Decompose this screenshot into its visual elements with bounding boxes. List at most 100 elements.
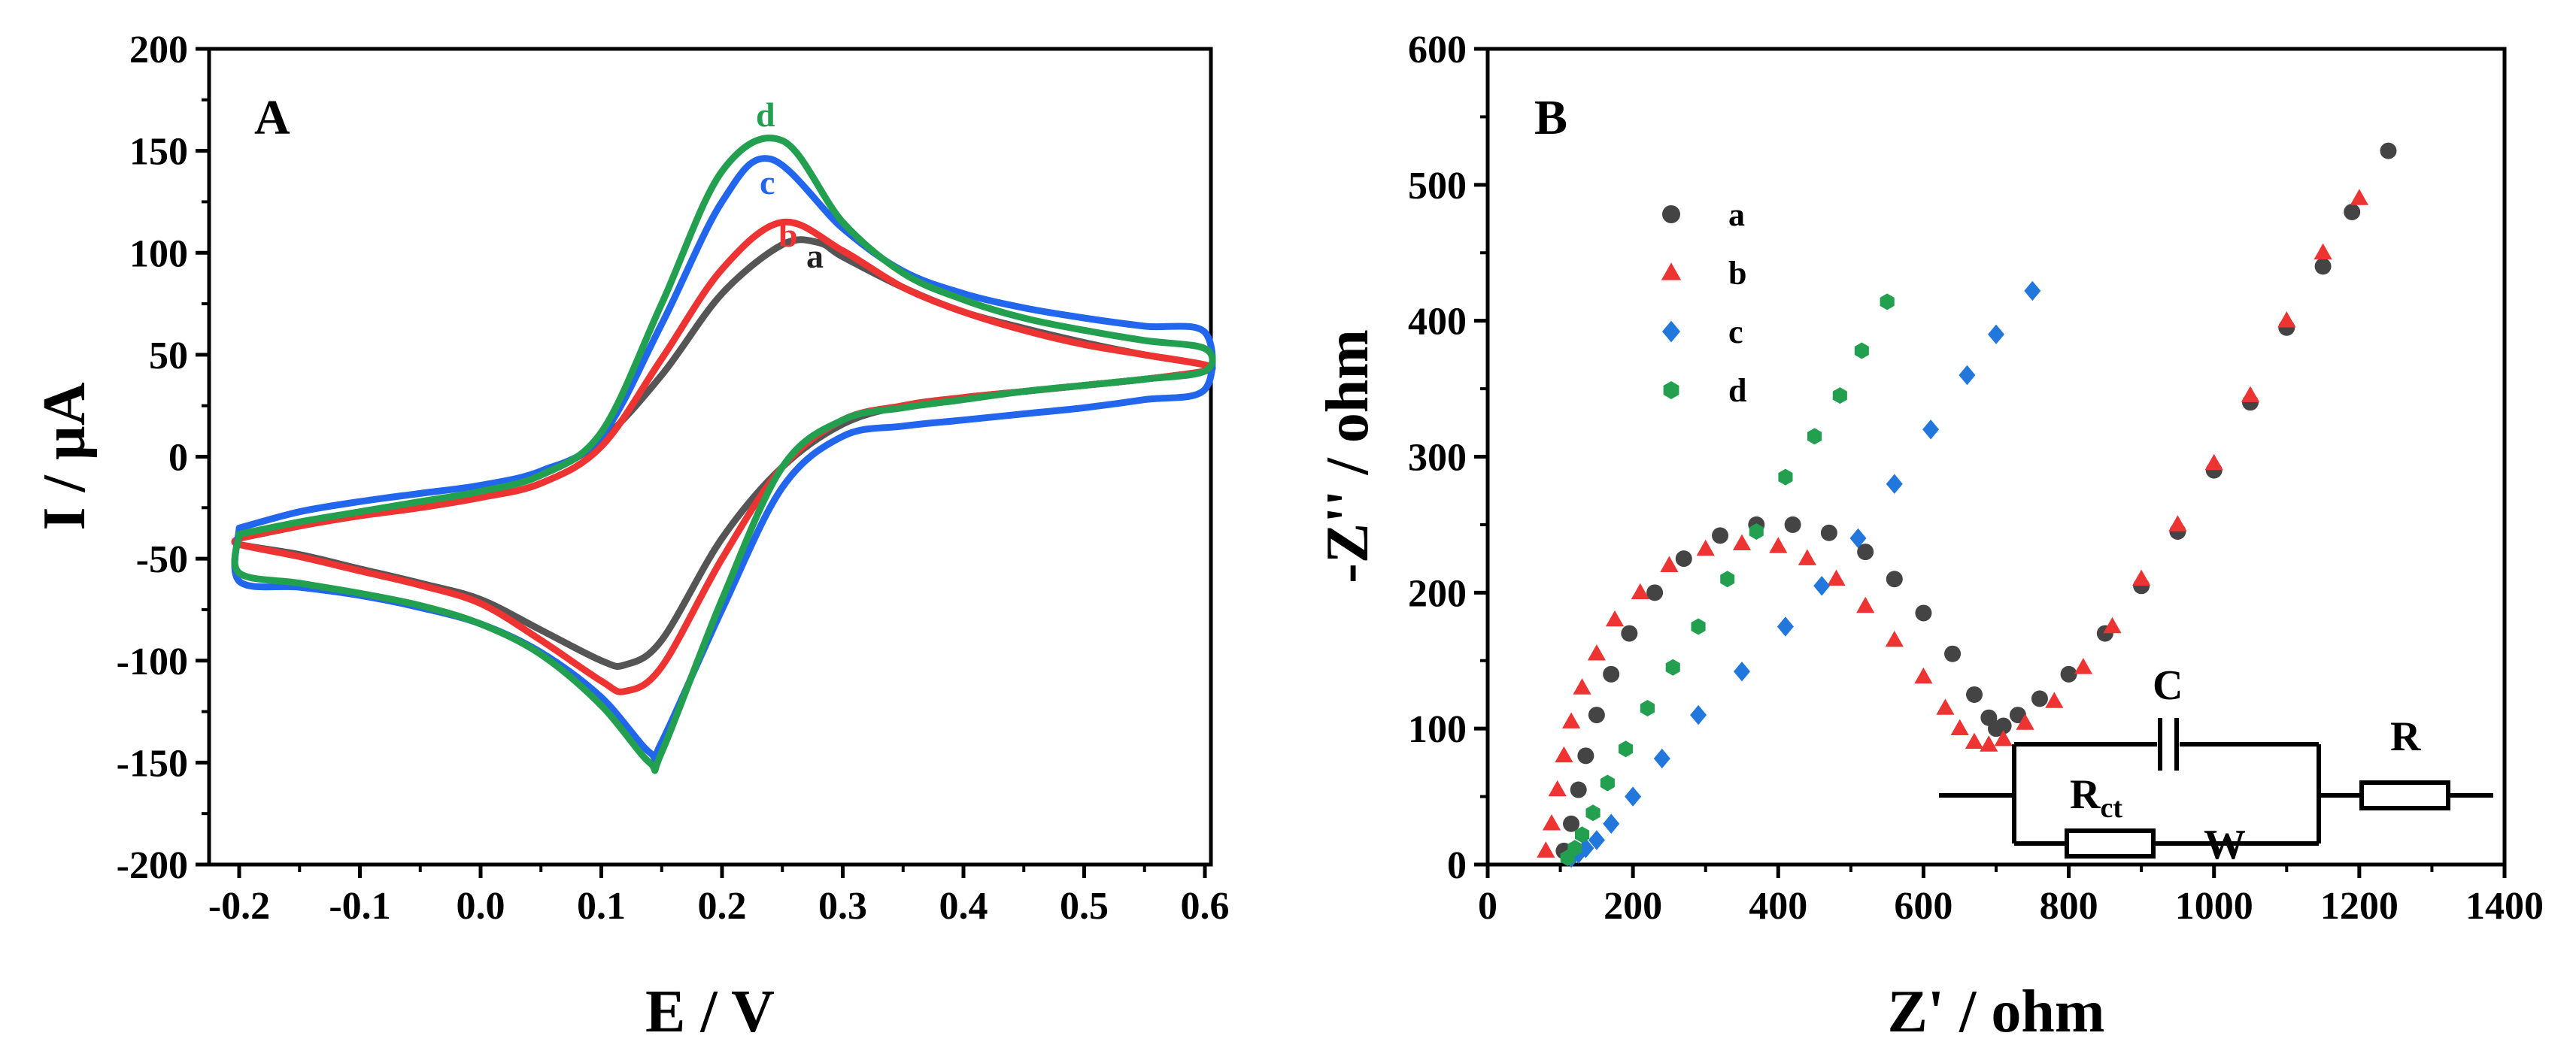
panel-b-y-tick-label: 600 bbox=[1408, 29, 1467, 71]
panel-a-curves bbox=[231, 135, 1216, 774]
eis-point-d bbox=[1749, 523, 1764, 540]
panel-a-y-tick-label: 0 bbox=[168, 437, 188, 480]
eis-point-c bbox=[1690, 704, 1707, 725]
panel-a-y-tick-label: 200 bbox=[129, 29, 188, 71]
eis-point-a bbox=[2009, 707, 2026, 724]
panel-a-y-axis-title: I / µA bbox=[32, 382, 98, 530]
panel-b-x-tick-label: 0 bbox=[1478, 885, 1497, 928]
panel-a-chart: -0.2 -0.1 0.0 0.1 0.2 0.3 0.4 0.5 0.6 200 150 100 50… bbox=[32, 29, 1230, 1045]
circuit-label-rct-sub: ct bbox=[2100, 792, 2122, 824]
eis-point-d bbox=[1807, 428, 1822, 445]
eis-point-b bbox=[1769, 537, 1788, 553]
circuit-label-r: R bbox=[2390, 713, 2421, 760]
panel-b-label: B bbox=[1534, 90, 1567, 145]
legend-label-d: d bbox=[1728, 372, 1746, 409]
eis-point-d bbox=[1854, 342, 1869, 359]
eis-point-d bbox=[1778, 468, 1793, 486]
eis-point-c bbox=[1625, 786, 1642, 807]
panel-a-y-tick-label: 150 bbox=[129, 131, 188, 174]
panel-b-y-tick-label: 500 bbox=[1408, 165, 1467, 207]
eis-point-c bbox=[1577, 838, 1594, 859]
eis-point-d bbox=[1619, 741, 1633, 758]
panel-a-x-tick-label: 0.3 bbox=[818, 885, 867, 928]
eis-point-b bbox=[2132, 569, 2151, 586]
panel-b-x-tick-label: 1200 bbox=[2320, 885, 2399, 928]
panel-a-x-tick-label: 0.2 bbox=[698, 885, 747, 928]
panel-a-x-tick-label: -0.1 bbox=[329, 885, 390, 928]
eis-point-b bbox=[1696, 539, 1715, 556]
eis-point-c bbox=[2024, 280, 2041, 301]
curve-label-a: a bbox=[806, 237, 824, 275]
eis-point-d bbox=[1720, 571, 1735, 588]
eis-point-c bbox=[1886, 474, 1903, 494]
eis-point-a bbox=[1857, 544, 1874, 561]
legend-marker-d bbox=[1663, 381, 1679, 399]
circuit-label-rct: Rct bbox=[2070, 771, 2122, 824]
panel-b-x-tick-label: 1000 bbox=[2175, 885, 2253, 928]
panel-a-ticks: -0.2 -0.1 0.0 0.1 0.2 0.3 0.4 0.5 0.6 200 150 100 50… bbox=[117, 29, 1230, 928]
eis-point-b bbox=[2074, 658, 2092, 674]
eis-point-c bbox=[1849, 528, 1867, 549]
eis-point-b bbox=[1548, 780, 1567, 797]
eis-point-b bbox=[2168, 515, 2187, 532]
legend-marker-c bbox=[1662, 320, 1680, 343]
panel-a-y-tick-label: -100 bbox=[117, 641, 188, 683]
equivalent-circuit bbox=[1939, 718, 2493, 859]
legend-label-c: c bbox=[1728, 313, 1743, 350]
eis-point-c bbox=[1776, 616, 1794, 637]
eis-point-b bbox=[1573, 678, 1591, 695]
eis-point-b bbox=[2314, 243, 2332, 260]
eis-point-b bbox=[2277, 311, 2296, 328]
panel-b-x-tick-label: 400 bbox=[1749, 885, 1807, 928]
panel-b-x-tick-label: 800 bbox=[2040, 885, 2098, 928]
eis-point-b bbox=[1914, 667, 1933, 684]
panel-a-x-tick-label: 0.1 bbox=[577, 885, 626, 928]
eis-point-d bbox=[1640, 700, 1655, 716]
panel-b-y-tick-label: 0 bbox=[1447, 844, 1467, 887]
eis-point-a bbox=[1646, 584, 1664, 601]
panel-a-y-tick-label: -50 bbox=[136, 538, 188, 581]
eis-point-b bbox=[1537, 841, 1555, 858]
panel-b-x-tick-label: 1400 bbox=[2465, 885, 2544, 928]
panel-a-y-tick-label: -150 bbox=[117, 742, 188, 785]
panel-b-y-tick-label: 100 bbox=[1408, 708, 1467, 751]
panel-b-y-axis-title: -Z'' / ohm bbox=[1315, 329, 1381, 583]
eis-point-a bbox=[1577, 747, 1594, 765]
curve-label-b: b bbox=[778, 216, 798, 254]
panel-b-x-tick-label: 200 bbox=[1604, 885, 1662, 928]
panel-a-x-tick-label: 0.6 bbox=[1181, 885, 1230, 928]
eis-point-d bbox=[1575, 826, 1590, 843]
legend-label-b: b bbox=[1728, 255, 1746, 292]
panel-b-x-axis-title: Z' / ohm bbox=[1888, 979, 2105, 1045]
panel-b-x-tick-label: 600 bbox=[1894, 885, 1952, 928]
eis-point-d bbox=[1665, 659, 1680, 676]
legend-marker-b bbox=[1661, 262, 1682, 280]
circuit-label-rct-main: R bbox=[2070, 771, 2101, 818]
panel-a-x-tick-label: -0.2 bbox=[208, 885, 270, 928]
legend-label-a: a bbox=[1728, 196, 1745, 233]
eis-point-b bbox=[1950, 719, 1969, 735]
eis-point-a bbox=[1966, 686, 1983, 703]
eis-point-a bbox=[1570, 781, 1587, 798]
eis-point-b bbox=[1885, 631, 1904, 647]
eis-point-a bbox=[2031, 690, 2048, 707]
eis-point-b bbox=[1827, 569, 1846, 586]
eis-point-a bbox=[1621, 625, 1638, 642]
cv-curve-c bbox=[231, 155, 1216, 763]
eis-point-a bbox=[2380, 142, 2397, 159]
panel-b-chart: 0 200 400 600 800 1000 1200 1400600500400300200… bbox=[1315, 29, 2544, 1045]
eis-point-a bbox=[1603, 665, 1620, 683]
circuit-label-w: W bbox=[2204, 822, 2246, 868]
panel-a-x-axis-title: E / V bbox=[645, 979, 775, 1045]
eis-point-d bbox=[1832, 387, 1847, 404]
eis-point-a bbox=[1995, 717, 2012, 734]
eis-point-a bbox=[2060, 665, 2077, 683]
panel-a-y-tick-label: 50 bbox=[149, 335, 188, 377]
eis-point-a bbox=[1784, 516, 1801, 533]
panel-b-y-tick-label: 200 bbox=[1408, 572, 1467, 615]
eis-point-b bbox=[1562, 712, 1581, 728]
eis-point-b bbox=[1660, 556, 1679, 572]
eis-point-b bbox=[1631, 583, 1649, 600]
